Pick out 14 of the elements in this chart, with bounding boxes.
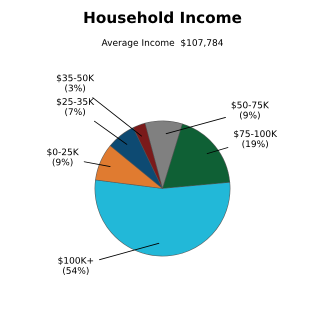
data-label: (3%): [65, 84, 86, 92]
chart-title: Household Income: [84, 11, 242, 24]
slice-label: $75-100K: [234, 130, 278, 138]
slice-label: $25-35K: [56, 98, 94, 106]
slice-label: $35-50K: [56, 74, 94, 82]
data-label: (54%): [63, 266, 89, 275]
slice-label: $100K+: [58, 256, 94, 265]
slice-label: $50-75K: [232, 101, 270, 110]
slice-label: $0-25K: [47, 148, 79, 156]
data-label: (9%): [52, 158, 73, 166]
data-label: (7%): [65, 108, 86, 116]
chart-subtitle: Average Income $107,784: [102, 39, 223, 48]
data-label: (19%): [242, 140, 268, 148]
data-label: (9%): [240, 111, 260, 120]
